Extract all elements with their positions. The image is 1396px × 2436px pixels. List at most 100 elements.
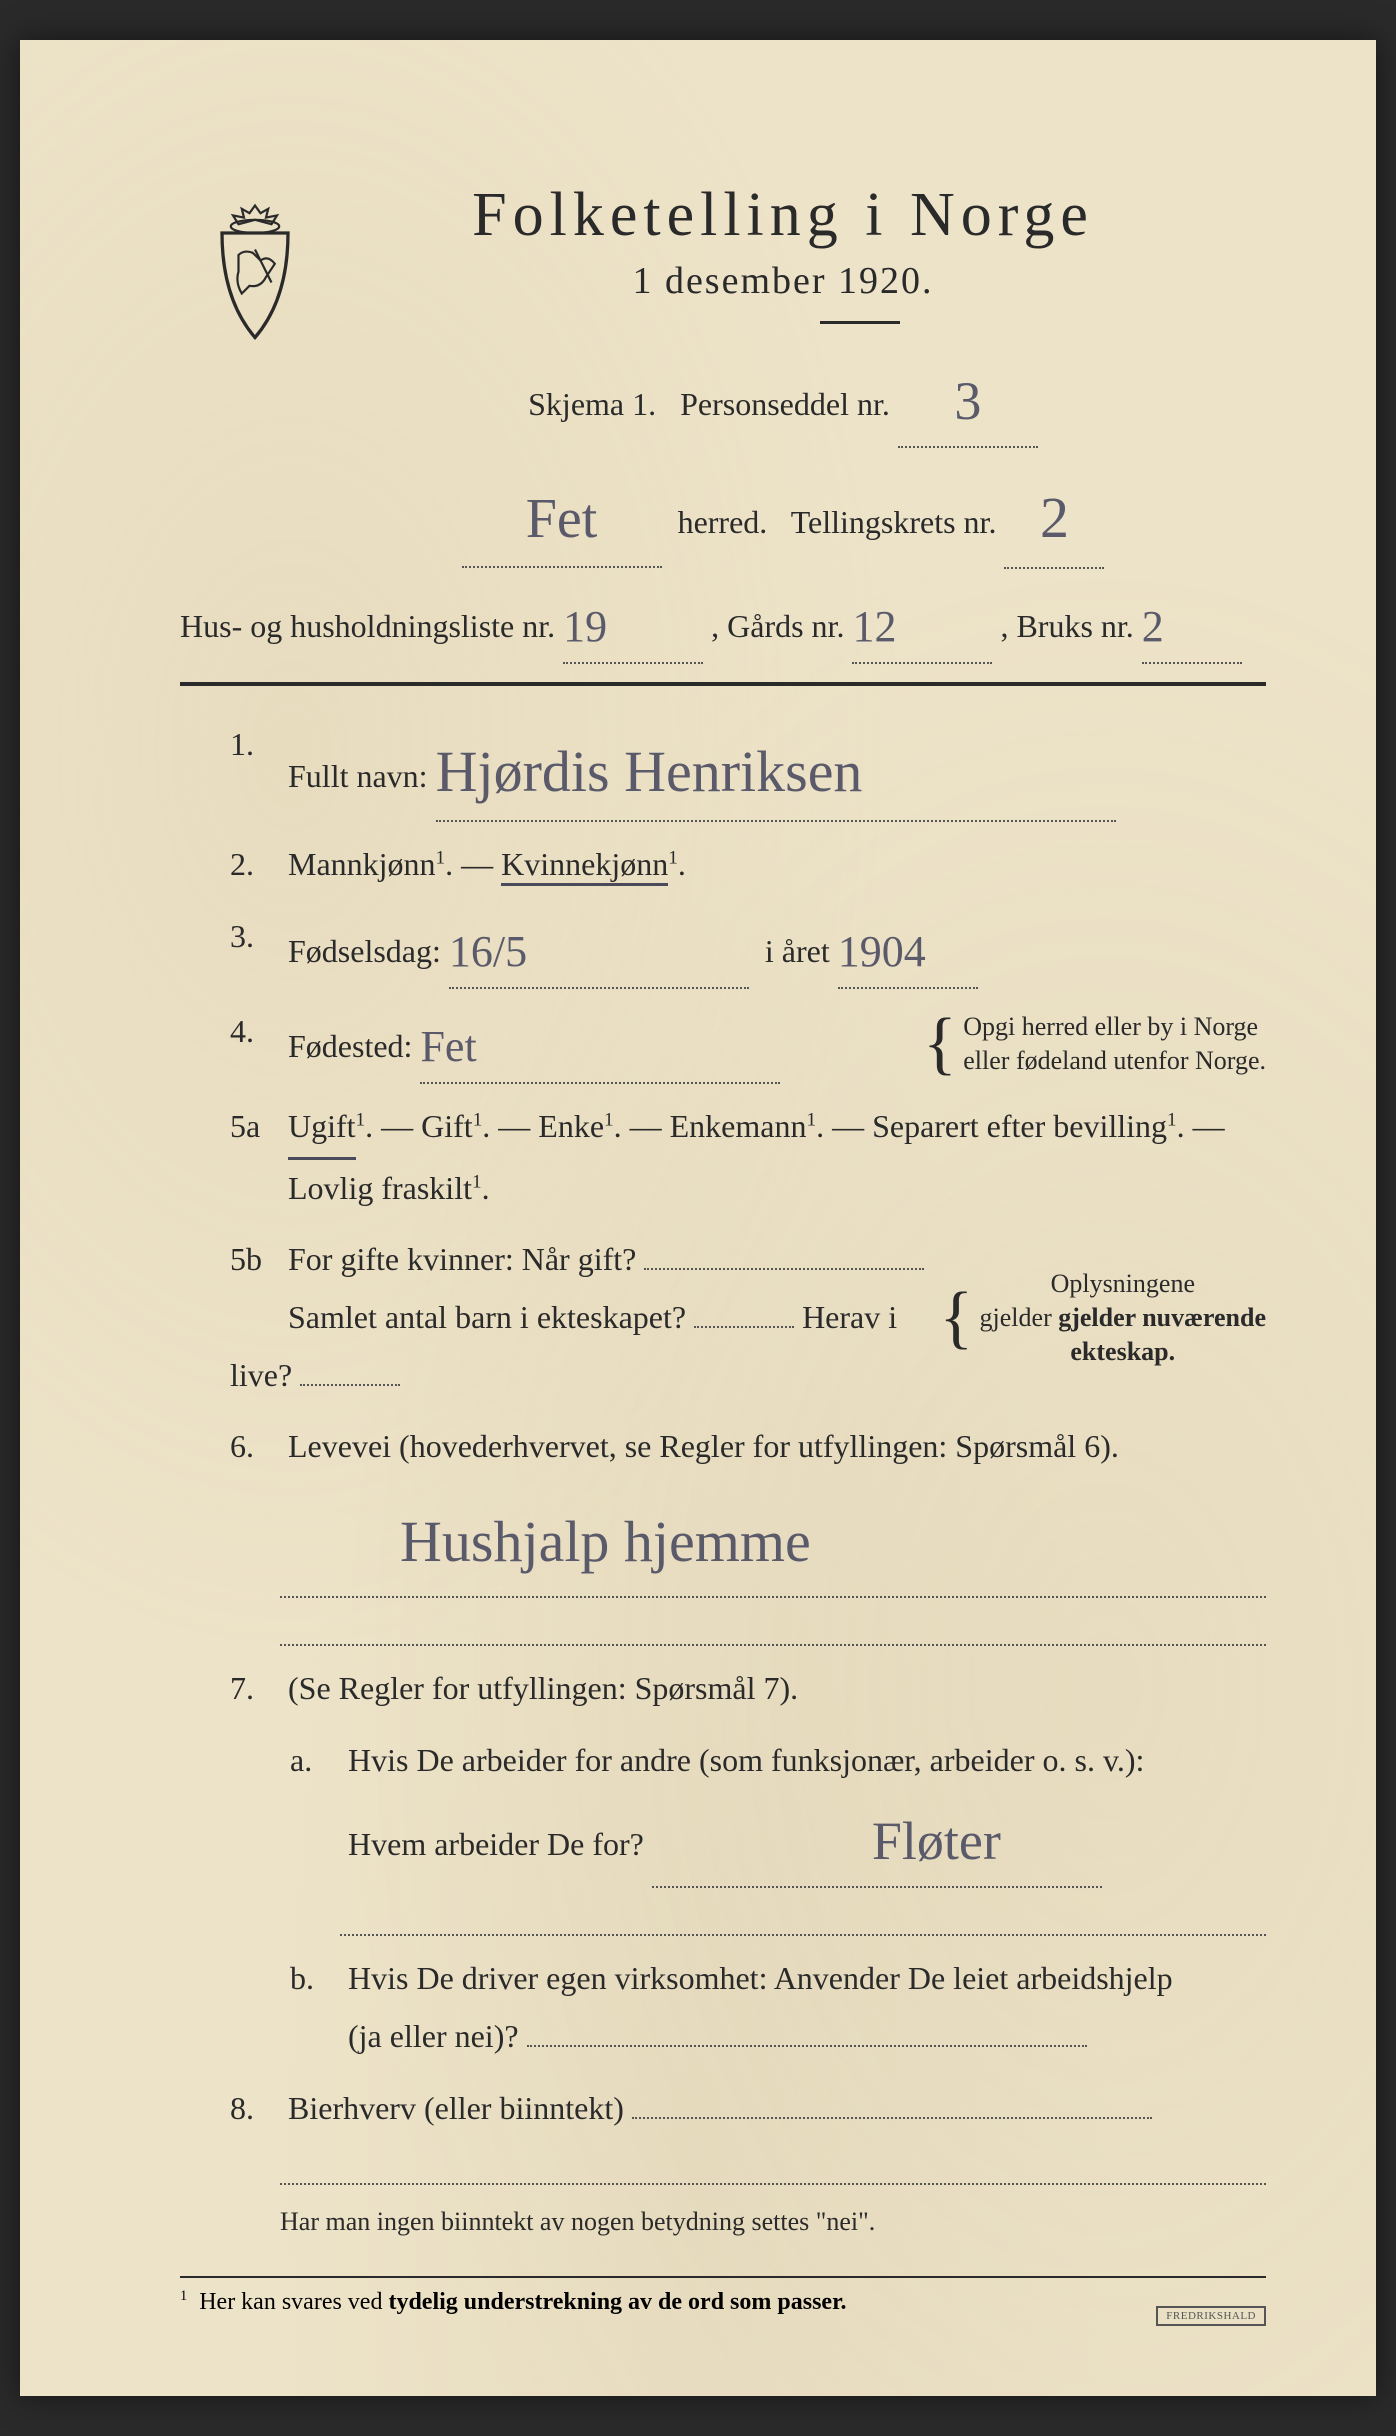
herred-line: Fet herred. Tellingskrets nr. 2: [300, 462, 1266, 568]
schema-label: Skjema 1.: [528, 386, 656, 422]
q2-female-underlined: Kvinnekjønn: [501, 846, 668, 886]
q7a-label1: Hvis De arbeider for andre (som funksjon…: [348, 1742, 1144, 1778]
personseddel-label: Personseddel nr.: [680, 386, 890, 422]
title-divider: [820, 321, 900, 324]
q1-num: 1.: [230, 716, 280, 774]
q7b-label2: (ja eller nei)?: [348, 2018, 519, 2054]
hus-line: Hus- og husholdningsliste nr. 19 , Gårds…: [180, 583, 1266, 664]
q8-num: 8.: [230, 2080, 280, 2138]
gards-value: 12: [852, 587, 896, 666]
q7-num: 7.: [230, 1660, 280, 1718]
coat-of-arms-icon: [200, 200, 310, 350]
section-divider: [180, 682, 1266, 686]
q5b-note-3: ekteskap.: [1070, 1337, 1175, 1366]
form-header: Folketelling i Norge 1 desember 1920.: [180, 180, 1266, 324]
gards-field: 12: [852, 583, 992, 664]
q7a-field: Fløter: [652, 1789, 1102, 1888]
q4-note: { Opgi herred eller by i Norge eller fød…: [923, 1010, 1266, 1078]
q7b-field: [527, 2045, 1087, 2047]
q5a-enke: Enke1.: [538, 1108, 621, 1144]
bruks-label: , Bruks nr.: [1000, 608, 1133, 644]
herred-value: Fet: [526, 469, 598, 570]
tellingskrets-field: 2: [1004, 462, 1104, 568]
q6-line: 6. Levevei (hovederhvervet, se Regler fo…: [180, 1418, 1266, 1646]
q3-line: 3. Fødselsdag: 16/5 i året 1904: [180, 908, 1266, 989]
q5a-gift: Gift1.: [421, 1108, 490, 1144]
q7a-num: a.: [290, 1732, 340, 1790]
q8-label: Bierhverv (eller biinntekt): [288, 2090, 624, 2126]
hus-label: Hus- og husholdningsliste nr.: [180, 608, 555, 644]
q5a-num: 5a: [230, 1098, 280, 1156]
hus-field: 19: [563, 583, 703, 664]
q6-num: 6.: [230, 1418, 280, 1476]
q3-year-value: 1904: [838, 912, 926, 991]
q1-label: Fullt navn:: [288, 758, 428, 794]
q2-line: 2. Mannkjønn1. — Kvinnekjønn1.: [180, 836, 1266, 894]
q5a-separert: Separert efter bevilling1.: [872, 1108, 1185, 1144]
q5b-field1: [644, 1268, 924, 1270]
q7b-label1: Hvis De driver egen virksomhet: Anvender…: [348, 1960, 1173, 1996]
q5a-enkemann: Enkemann1.: [670, 1108, 824, 1144]
herred-label: herred.: [678, 504, 768, 540]
q5b-num: 5b: [230, 1231, 280, 1289]
q8-line: 8. Bierhverv (eller biinntekt): [180, 2080, 1266, 2186]
page-title: Folketelling i Norge: [300, 180, 1266, 251]
footnote-num: 1: [180, 2288, 187, 2304]
q3-num: 3.: [230, 908, 280, 966]
footnote: 1 Her kan svares ved tydelig understrekn…: [180, 2276, 1266, 2316]
q2-num: 2.: [230, 836, 280, 894]
stamp-text: FREDRIKSHALD: [1166, 2310, 1256, 2322]
q7b-line: b. Hvis De driver egen virksomhet: Anven…: [180, 1950, 1266, 2065]
q5a-ugift-underlined: Ugift: [288, 1098, 356, 1160]
q5b-label2: Samlet antal barn i ekteskapet?: [288, 1299, 686, 1335]
q3-day-field: 16/5: [449, 908, 749, 989]
q5a-fraskilt: Lovlig fraskilt1.: [288, 1170, 490, 1206]
tellingskrets-value: 2: [1040, 466, 1069, 570]
footnote-text: Her kan svares ved tydelig understreknin…: [199, 2289, 846, 2315]
q8-field-2: [280, 2147, 1266, 2185]
q1-value: Hjørdis Henriksen: [436, 720, 863, 824]
q1-line: 1. Fullt navn: Hjørdis Henriksen: [180, 716, 1266, 822]
q7-line: 7. (Se Regler for utfyllingen: Spørsmål …: [180, 1660, 1266, 1718]
q5b-field2: [694, 1326, 794, 1328]
tellingskrets-label: Tellingskrets nr.: [791, 504, 997, 540]
q3-label: Fødselsdag:: [288, 933, 441, 969]
bruks-value: 2: [1142, 587, 1164, 666]
q4-field: Fet: [420, 1003, 780, 1084]
q3-day-value: 16/5: [449, 912, 527, 991]
q7a-value: Fløter: [652, 1793, 1001, 1890]
herred-field: Fet: [462, 465, 662, 568]
page-subtitle: 1 desember 1920.: [300, 259, 1266, 303]
biinntekt-note: Har man ingen biinntekt av nogen betydni…: [180, 2199, 1266, 2246]
q3-year-label: i året: [765, 933, 830, 969]
q4-label: Fødested:: [288, 1028, 412, 1064]
bruks-field: 2: [1142, 583, 1242, 664]
personseddel-value: 3: [954, 353, 981, 450]
q5b-note-2: gjelder gjelder nuværende: [980, 1303, 1266, 1332]
q7a-line: a. Hvis De arbeider for andre (som funks…: [180, 1732, 1266, 1937]
q5b-label1: For gifte kvinner: Når gift?: [288, 1241, 636, 1277]
q4-note-2: eller fødeland utenfor Norge.: [963, 1046, 1266, 1075]
schema-line: Skjema 1. Personseddel nr. 3: [300, 349, 1266, 448]
printer-stamp: FREDRIKSHALD: [1156, 2306, 1266, 2326]
hus-value: 19: [563, 587, 607, 666]
q6-field: Hushjalp hjemme: [280, 1486, 1266, 1598]
q5a-line: 5a Ugift1. — Gift1. — Enke1. — Enkemann1…: [180, 1098, 1266, 1217]
q2-male: Mannkjønn1.: [288, 846, 453, 882]
q3-year-field: 1904: [838, 908, 978, 989]
census-form-paper: Folketelling i Norge 1 desember 1920. Sk…: [20, 40, 1376, 2396]
q8-field: [632, 2117, 1152, 2119]
q5b-line: 5b For gifte kvinner: Når gift? Samlet a…: [180, 1231, 1266, 1404]
q7-label: (Se Regler for utfyllingen: Spørsmål 7).: [288, 1670, 798, 1706]
q5b-note: { Oplysningene gjelder gjelder nuværende…: [939, 1267, 1266, 1368]
q6-label: Levevei (hovederhvervet, se Regler for u…: [288, 1428, 1119, 1464]
q5b-field3: [300, 1384, 400, 1386]
q4-value: Fet: [420, 1007, 476, 1086]
q7a-field-2: [340, 1898, 1266, 1936]
q4-note-1: Opgi herred eller by i Norge: [963, 1012, 1258, 1041]
personseddel-field: 3: [898, 349, 1038, 448]
q4-line: 4. Fødested: Fet { Opgi herred eller by …: [180, 1003, 1266, 1084]
q7b-num: b.: [290, 1950, 340, 2008]
q6-field-2: [280, 1608, 1266, 1646]
q5b-note-1: Oplysningene: [1051, 1269, 1195, 1298]
